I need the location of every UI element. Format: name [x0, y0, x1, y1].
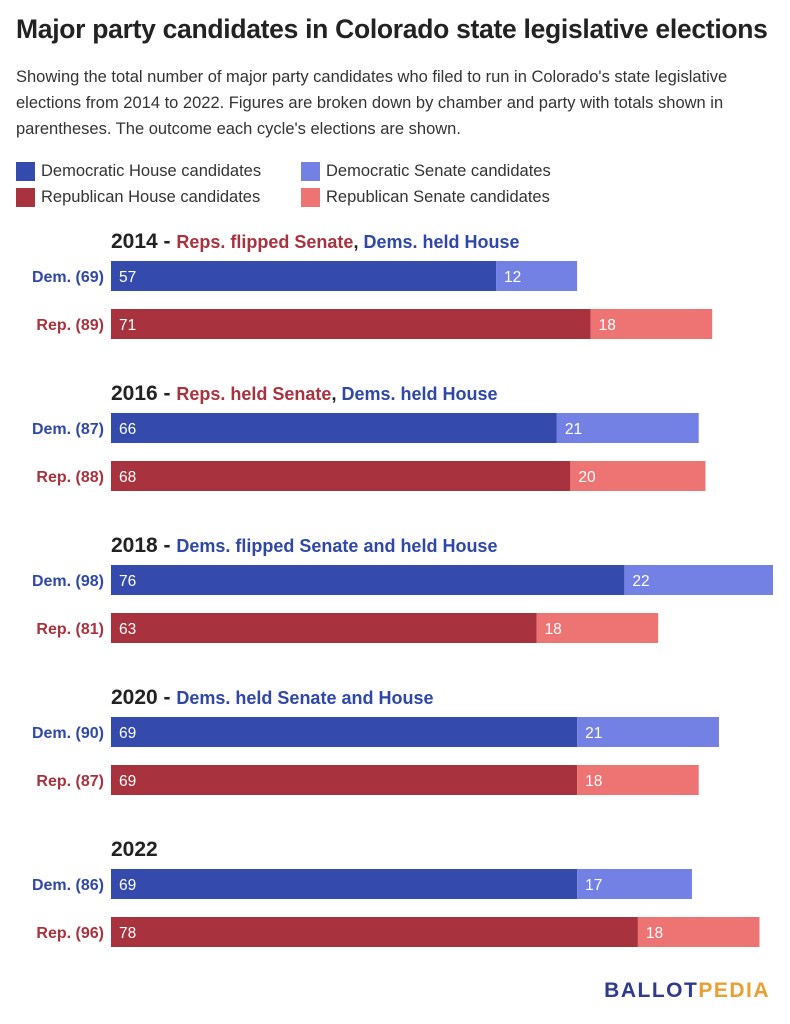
value-label-house: 69 — [119, 773, 136, 790]
bar-dem-house-2016 — [111, 413, 557, 443]
value-label-senate: 21 — [565, 421, 582, 438]
value-label-senate: 17 — [585, 877, 602, 894]
bar-dem-senate-2020 — [577, 717, 719, 747]
stacked-bar-chart: 2014 - Reps. flipped Senate, Dems. held … — [32, 230, 773, 947]
row-label-rep: Rep. (81) — [36, 621, 104, 638]
bar-rep-house-2020 — [111, 765, 578, 795]
outcome-text: Dems. held House — [363, 232, 519, 252]
outcome-text: Reps. held Senate — [176, 384, 331, 404]
value-label-senate: 18 — [599, 317, 616, 334]
outcome-text: Dems. held Senate and House — [176, 688, 433, 708]
chart-subtitle: Showing the total number of major party … — [16, 68, 728, 138]
bar-dem-senate-2018 — [624, 565, 773, 595]
outcome-text: , — [353, 232, 363, 252]
bar-rep-senate-2018 — [536, 613, 659, 643]
legend-item-rep-senate: Republican Senate candidates — [301, 184, 550, 210]
bar-rep-senate-2016 — [570, 461, 706, 491]
year-heading-2014: 2014 - Reps. flipped Senate, Dems. held … — [111, 230, 520, 253]
ballotpedia-logo: BALLOTPEDIA — [604, 979, 770, 1003]
outcome-text: Reps. flipped Senate — [176, 232, 353, 252]
bar-dem-house-2022 — [111, 869, 578, 899]
bar-rep-senate-2020 — [577, 765, 699, 795]
legend: Democratic House candidates Democratic S… — [16, 158, 616, 210]
value-label-house: 69 — [119, 725, 136, 742]
value-label-senate: 18 — [646, 925, 663, 942]
year-heading-2022: 2022 — [111, 838, 158, 861]
legend-item-dem-house: Democratic House candidates — [16, 158, 261, 184]
year-label: 2022 — [111, 838, 158, 861]
chart-title: Major party candidates in Colorado state… — [16, 14, 768, 44]
value-label-house: 69 — [119, 877, 136, 894]
legend-item-rep-house: Republican House candidates — [16, 184, 260, 210]
bar-dem-senate-2022 — [577, 869, 692, 899]
legend-swatch — [301, 161, 320, 181]
outcome-text: , — [331, 384, 341, 404]
legend-swatch — [16, 187, 35, 207]
legend-label: Republican House candidates — [41, 187, 261, 206]
bar-dem-house-2014 — [111, 261, 497, 291]
value-label-house: 63 — [119, 621, 136, 638]
year-heading-2016: 2016 - Reps. held Senate, Dems. held Hou… — [111, 382, 498, 405]
value-label-house: 71 — [119, 317, 136, 334]
outcome-text: Dems. held House — [341, 384, 497, 404]
legend-label: Democratic House candidates — [41, 161, 262, 180]
heading-separator: - — [158, 534, 177, 557]
heading-separator: - — [158, 382, 177, 405]
value-label-senate: 18 — [545, 621, 562, 638]
row-label-dem: Dem. (69) — [32, 269, 104, 286]
row-label-rep: Rep. (96) — [36, 925, 104, 942]
row-label-rep: Rep. (88) — [36, 469, 104, 486]
legend-label: Democratic Senate candidates — [326, 161, 551, 180]
bar-dem-house-2020 — [111, 717, 578, 747]
year-heading-2020: 2020 - Dems. held Senate and House — [111, 686, 433, 709]
legend-swatch — [301, 187, 320, 207]
value-label-house: 57 — [119, 269, 136, 286]
row-label-dem: Dem. (87) — [32, 421, 104, 438]
bar-dem-senate-2014 — [496, 261, 578, 291]
value-label-house: 78 — [119, 925, 136, 942]
legend-item-dem-senate: Democratic Senate candidates — [301, 158, 551, 184]
value-label-senate: 20 — [578, 469, 596, 486]
bar-rep-house-2014 — [111, 309, 591, 339]
bar-dem-senate-2016 — [556, 413, 699, 443]
value-label-senate: 12 — [504, 269, 521, 286]
value-label-house: 76 — [119, 573, 136, 590]
value-label-house: 68 — [119, 469, 136, 486]
legend-swatch — [16, 161, 35, 181]
year-label: 2020 — [111, 686, 158, 709]
year-label: 2016 — [111, 382, 158, 405]
bar-rep-senate-2014 — [590, 309, 713, 339]
value-label-senate: 18 — [585, 773, 602, 790]
legend-label: Republican Senate candidates — [326, 187, 550, 206]
logo-part-pedia: PEDIA — [698, 979, 770, 1002]
year-label: 2018 — [111, 534, 158, 557]
bar-rep-house-2016 — [111, 461, 571, 491]
row-label-dem: Dem. (98) — [32, 573, 104, 590]
outcome-text: Dems. flipped Senate and held House — [176, 536, 497, 556]
value-label-senate: 21 — [585, 725, 602, 742]
year-label: 2014 — [111, 230, 158, 253]
year-heading-2018: 2018 - Dems. flipped Senate and held Hou… — [111, 534, 497, 557]
heading-separator: - — [158, 230, 177, 253]
row-label-dem: Dem. (90) — [32, 725, 104, 742]
heading-separator: - — [158, 686, 177, 709]
bar-rep-house-2018 — [111, 613, 537, 643]
row-label-dem: Dem. (86) — [32, 877, 104, 894]
bar-dem-house-2018 — [111, 565, 625, 595]
bar-rep-house-2022 — [111, 917, 638, 947]
value-label-senate: 22 — [632, 573, 649, 590]
row-label-rep: Rep. (89) — [36, 317, 104, 334]
row-label-rep: Rep. (87) — [36, 773, 104, 790]
bar-rep-senate-2022 — [637, 917, 760, 947]
value-label-house: 66 — [119, 421, 136, 438]
logo-part-ballot: BALLOT — [604, 979, 699, 1002]
